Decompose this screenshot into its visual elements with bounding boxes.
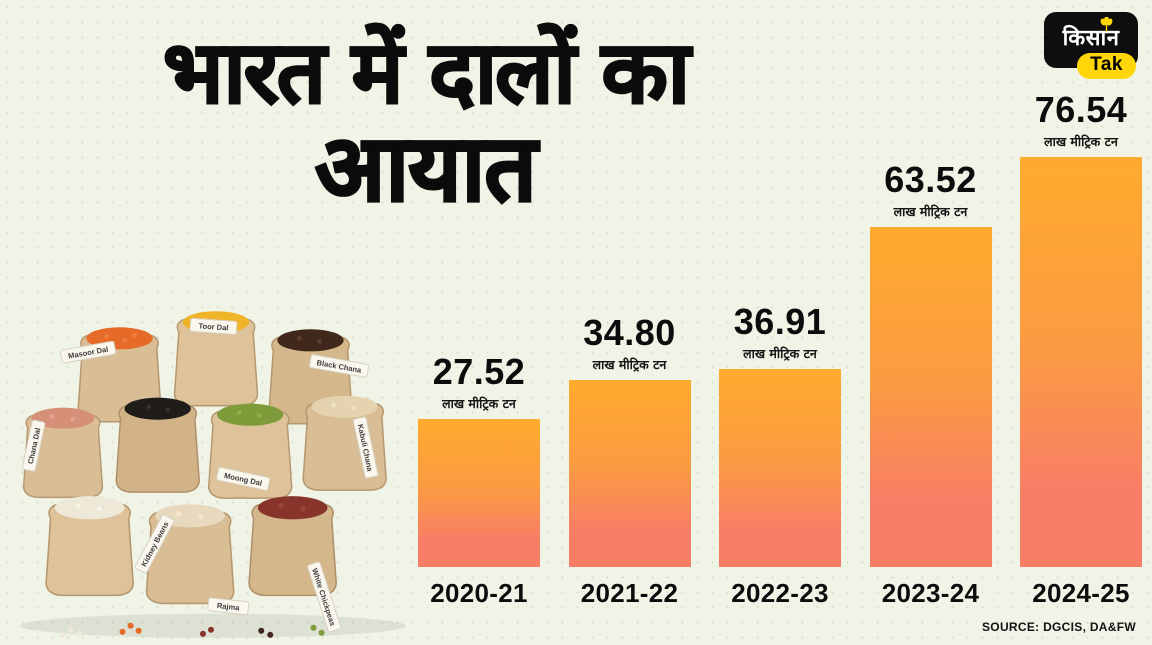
svg-text:Rajma: Rajma — [217, 601, 241, 612]
bag-white-beans — [45, 496, 134, 597]
kisan-tak-logo: किसान Tak — [1044, 12, 1138, 79]
label-moong-dal: Moong Dal — [216, 466, 271, 491]
bar-column-2021-22: 34.80 लाख मीट्रिक टन 2021-22 — [568, 312, 691, 609]
bar-2024-25 — [1020, 157, 1142, 567]
bar-year-label: 2021-22 — [580, 578, 679, 608]
bar-column-2022-23: 36.91 लाख मीट्रिक टन 2022-23 — [719, 301, 841, 609]
bar-unit-label: लाख मीट्रिक टन — [592, 357, 667, 372]
bar-unit-label: लाख मीट्रिक टन — [893, 204, 968, 219]
title-line-1: भारत में दालों का — [162, 23, 691, 123]
svg-text:Toor Dal: Toor Dal — [198, 321, 228, 332]
bar-column-2020-21: 27.52 लाख मीट्रिक टन 2020-21 — [418, 351, 540, 609]
logo-tak-pill: Tak — [1077, 53, 1136, 79]
bag-chana-dal — [22, 407, 104, 499]
bar-value-label: 36.91 — [733, 301, 827, 342]
bar-column-2023-24: 63.52 लाख मीट्रिक टन 2023-24 — [869, 159, 992, 609]
ground-shadow — [20, 613, 406, 638]
bar-unit-label: लाख मीट्रिक टन — [743, 346, 817, 361]
label-rajma: Rajma — [207, 597, 250, 616]
wheat-icon — [1099, 14, 1114, 39]
bag-rajma — [248, 496, 337, 597]
label-black-chana: Black Chana — [309, 354, 370, 378]
label-toor-dal: Toor Dal — [189, 317, 238, 335]
bag-kabuli-chana — [302, 395, 387, 491]
pulses-import-bar-chart: 27.52 लाख मीट्रिक टन 2020-21 34.80 लाख म… — [418, 89, 1142, 609]
bar-2022-23 — [719, 369, 841, 567]
page-title: भारत में दालों का आयात — [8, 23, 843, 222]
bar-2023-24 — [869, 227, 992, 567]
bar-year-label: 2024-25 — [1032, 578, 1130, 608]
logo-black-box: किसान Tak — [1044, 12, 1138, 79]
logo-hindi-text: किसान — [1062, 26, 1120, 51]
bar-value-label: 76.54 — [1034, 89, 1128, 130]
bar-unit-label: लाख मीट्रिक टन — [1044, 134, 1118, 149]
bag-kidney-beans — [145, 504, 235, 605]
scattered-beans — [59, 622, 325, 638]
label-chana-dal: Chana Dal — [21, 419, 46, 472]
bar-value-label: 34.80 — [583, 312, 676, 353]
bar-2020-21 — [418, 419, 540, 567]
bar-value-label: 27.52 — [432, 351, 526, 392]
bar-unit-label: लाख मीट्रिक टन — [442, 396, 516, 411]
pulses-bags-image: Masoor Dal Toor Dal Black Chana Chana Da… — [12, 298, 414, 640]
bar-year-label: 2020-21 — [430, 578, 528, 608]
label-masoor-dal: Masoor Dal — [60, 340, 117, 364]
source-text: SOURCE: DGCIS, DA&FW — [982, 620, 1136, 634]
title-line-2: आयात — [314, 114, 538, 222]
bag-moong — [207, 403, 293, 499]
bar-2021-22 — [568, 380, 691, 567]
bar-value-label: 63.52 — [884, 159, 977, 200]
bar-column-2024-25: 76.54 लाख मीट्रिक टन 2024-25 — [1020, 89, 1142, 609]
bag-black-chana — [268, 329, 353, 425]
bar-year-label: 2022-23 — [731, 578, 829, 608]
bar-year-label: 2023-24 — [881, 578, 980, 608]
bag-black-beans — [115, 397, 200, 493]
